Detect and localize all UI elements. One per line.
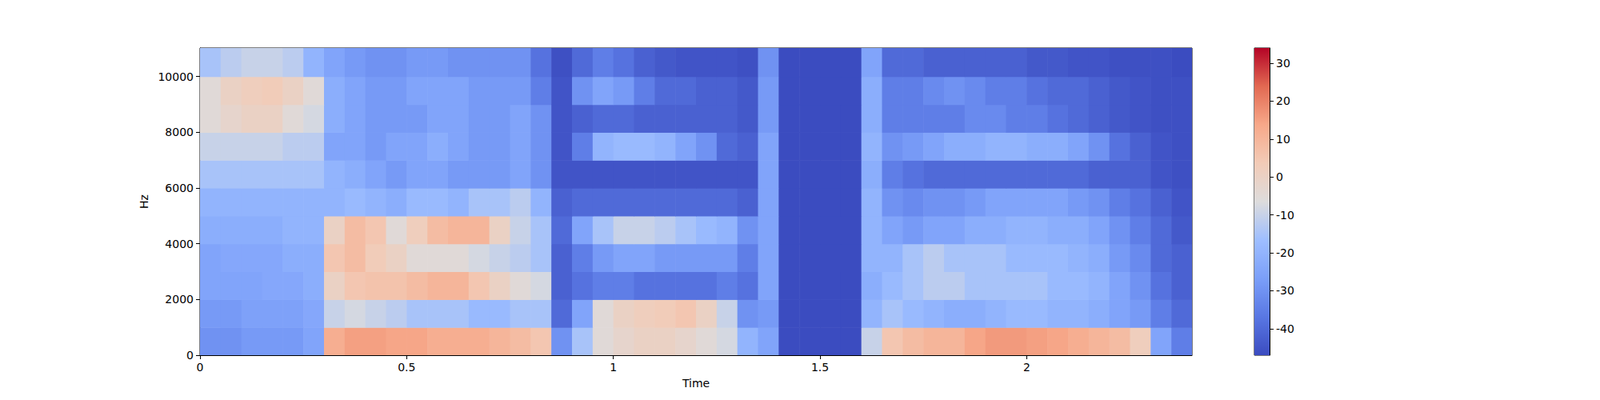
- svg-text:-40: -40: [1276, 322, 1295, 336]
- svg-text:0: 0: [1276, 170, 1284, 184]
- svg-text:30: 30: [1276, 56, 1291, 70]
- svg-text:4000: 4000: [164, 237, 194, 251]
- svg-text:0: 0: [186, 348, 194, 362]
- svg-text:8000: 8000: [164, 125, 194, 139]
- svg-text:2000: 2000: [164, 292, 194, 306]
- svg-text:Hz: Hz: [137, 194, 151, 209]
- svg-text:20: 20: [1276, 94, 1291, 108]
- svg-text:2: 2: [1023, 360, 1031, 374]
- svg-text:0: 0: [196, 360, 204, 374]
- svg-text:10: 10: [1276, 132, 1291, 146]
- svg-text:-10: -10: [1276, 208, 1295, 222]
- svg-text:6000: 6000: [164, 181, 194, 195]
- svg-text:0.5: 0.5: [397, 360, 416, 374]
- svg-text:Time: Time: [681, 376, 710, 390]
- svg-text:-30: -30: [1276, 284, 1295, 297]
- svg-text:-20: -20: [1276, 246, 1295, 260]
- svg-text:10000: 10000: [157, 70, 194, 84]
- svg-text:1: 1: [609, 360, 617, 374]
- svg-text:1.5: 1.5: [811, 360, 829, 374]
